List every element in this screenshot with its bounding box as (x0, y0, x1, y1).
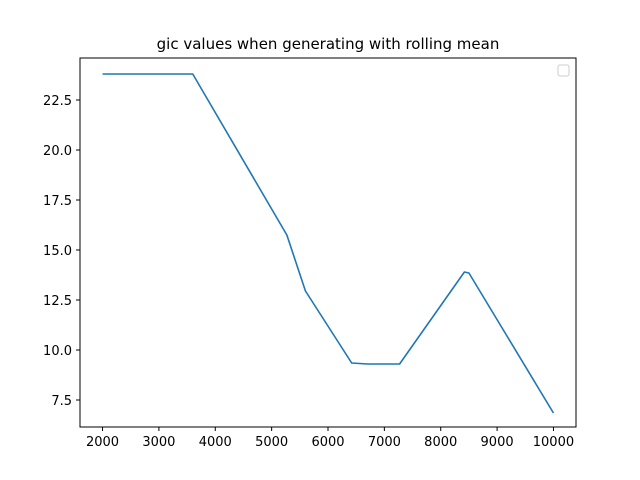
y-tick-label-6: 22.5 (43, 94, 72, 109)
x-tick-label-4: 6000 (311, 435, 344, 450)
y-tick-label-2: 12.5 (43, 294, 72, 309)
y-tick-label-3: 15.0 (43, 244, 72, 259)
series-layer (102, 73, 555, 414)
x-tick-label-3: 5000 (255, 435, 288, 450)
x-tick-label-7: 9000 (481, 435, 514, 450)
series-line-0 (102, 73, 555, 414)
y-tick-label-5: 20.0 (43, 144, 72, 159)
x-tick-label-5: 7000 (368, 435, 401, 450)
x-tick-label-0: 2000 (86, 435, 119, 450)
chart-title: gic values when generating with rolling … (157, 35, 500, 53)
legend-box (557, 64, 570, 77)
x-tick-label-2: 4000 (199, 435, 232, 450)
y-tick-label-4: 17.5 (43, 194, 72, 209)
y-tick-label-0: 7.5 (51, 394, 72, 409)
x-tick-label-1: 3000 (142, 435, 175, 450)
axis-ticks: 2000 3000 4000 5000 6000 7000 8000 9000 10000 7.5… (43, 94, 574, 450)
plot-frame (79, 57, 577, 428)
x-tick-label-8: 10000 (533, 435, 574, 450)
x-tick-label-6: 8000 (424, 435, 457, 450)
y-tick-label-1: 10.0 (43, 344, 72, 359)
